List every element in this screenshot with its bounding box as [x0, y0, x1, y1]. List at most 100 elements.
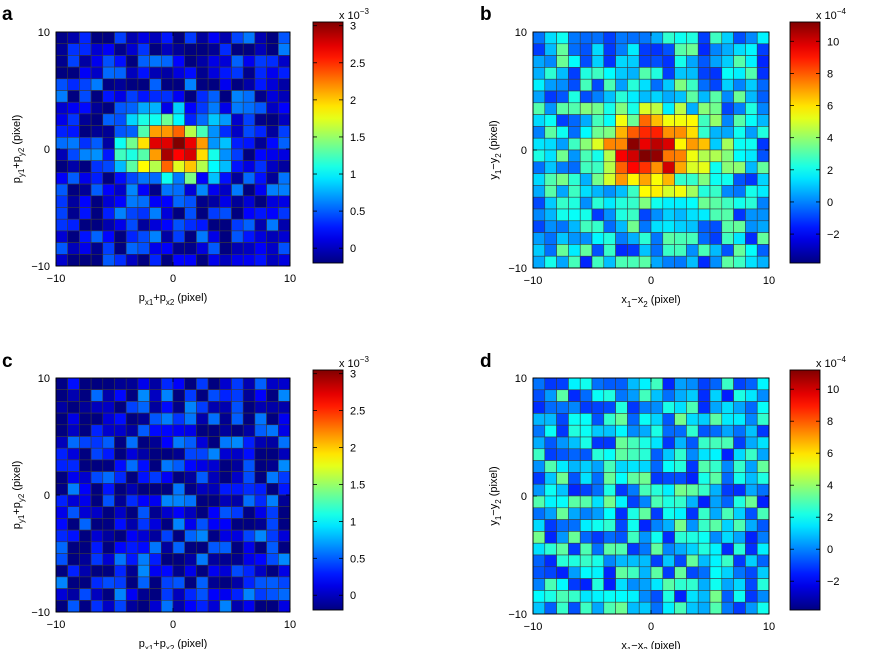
heatmap-cell	[674, 413, 687, 426]
heatmap-cell	[650, 401, 664, 414]
heatmap-cell	[733, 90, 746, 104]
heatmap-cell	[568, 161, 581, 174]
heatmap-cell	[721, 220, 734, 233]
heatmap-cell	[615, 554, 628, 568]
heatmap-cell	[55, 218, 68, 232]
heatmap-cell	[242, 588, 256, 601]
heatmap-cell	[90, 78, 104, 91]
heatmap-cell	[102, 172, 115, 185]
heatmap-cell	[102, 254, 115, 267]
heatmap-cell	[721, 401, 734, 414]
heatmap-cell	[137, 172, 150, 185]
heatmap-cell	[745, 590, 758, 603]
heatmap-cell	[745, 43, 758, 56]
heatmap-cell	[756, 389, 770, 402]
heatmap-cell	[172, 377, 185, 390]
heatmap-cell	[161, 494, 174, 507]
heatmap-cell	[219, 125, 232, 138]
heatmap-cell	[627, 519, 640, 532]
heatmap-cell	[615, 67, 628, 80]
heatmap-cell	[137, 412, 150, 426]
heatmap-cell	[662, 554, 675, 568]
heatmap-cell	[196, 137, 209, 150]
heatmap-cell	[591, 377, 605, 391]
y-axis-label-part: y	[488, 174, 500, 180]
heatmap-cell	[242, 494, 256, 507]
heatmap-cell	[627, 149, 640, 163]
heatmap-cell	[662, 472, 675, 485]
heatmap-cell	[638, 208, 652, 222]
heatmap-cell	[756, 173, 770, 186]
heatmap-cell	[556, 43, 569, 56]
heatmap-cell	[219, 183, 232, 197]
y-tick-label: 0	[44, 490, 50, 502]
heatmap-cell	[709, 401, 723, 414]
heatmap-cell	[196, 230, 209, 243]
heatmap-cell	[603, 78, 616, 92]
heatmap-cell	[219, 447, 232, 461]
heatmap-cell	[579, 377, 593, 391]
heatmap-cell	[686, 161, 699, 174]
heatmap-cell	[745, 173, 758, 186]
colorbar-tick-label: 10	[827, 384, 839, 396]
heatmap-cell	[219, 471, 232, 484]
heatmap-cell	[532, 43, 546, 56]
heatmap-cell	[591, 483, 605, 497]
heatmap-cell	[242, 148, 256, 161]
heatmap-cell	[627, 507, 640, 520]
heatmap-cell	[745, 483, 758, 497]
heatmap-cell	[568, 601, 581, 615]
heatmap-cell	[556, 424, 569, 438]
heatmap-cell	[125, 242, 139, 255]
heatmap-cell	[638, 389, 652, 402]
heatmap-cell	[266, 529, 279, 543]
heatmap-cell	[544, 377, 557, 391]
heatmap-cell	[207, 66, 221, 80]
heatmap-cells	[55, 31, 291, 267]
heatmap-cell	[231, 101, 244, 115]
heatmap-cell	[125, 78, 139, 91]
heatmap-cell	[254, 195, 267, 208]
heatmap-cell	[697, 413, 711, 426]
heatmap-cell	[532, 472, 546, 485]
heatmap-cell	[674, 578, 687, 591]
heatmap-cell	[102, 576, 115, 589]
heatmap-cell	[638, 137, 652, 151]
heatmap-cell	[196, 576, 209, 589]
heatmap-cell	[184, 230, 197, 243]
heatmap-cell	[615, 220, 628, 233]
heatmap-cell	[207, 78, 221, 91]
heatmap-cell	[79, 494, 92, 507]
x-axis-label-part: (pixel)	[648, 640, 681, 649]
heatmap-cell	[207, 242, 221, 255]
heatmap-cell	[662, 173, 675, 186]
heatmap-cell	[149, 459, 162, 472]
heatmap-cell	[207, 195, 221, 208]
heatmap-cell	[79, 471, 92, 484]
x-tick-label: 0	[648, 275, 654, 287]
heatmap-cell	[674, 495, 687, 509]
heatmap-cell	[627, 472, 640, 485]
heatmap-cell	[79, 564, 92, 578]
heatmap-cell	[67, 55, 80, 68]
heatmap-cell	[544, 114, 557, 127]
heatmap-cell	[79, 377, 92, 390]
heatmap-cell	[90, 541, 104, 554]
heatmap-cell	[721, 436, 734, 450]
heatmap-cell	[79, 207, 92, 220]
heatmap-cell	[615, 531, 628, 544]
heatmap-cell	[161, 412, 174, 426]
heatmap-cell	[149, 43, 162, 56]
heatmap-cell	[184, 389, 197, 402]
heatmap-cell	[686, 137, 699, 151]
heatmap-cell	[184, 588, 197, 601]
heatmap-cell	[686, 531, 699, 544]
heatmap-cell	[579, 196, 593, 210]
heatmap-cell	[231, 576, 244, 589]
heatmap-cell	[184, 137, 197, 150]
colorbar	[312, 21, 344, 264]
heatmap-cell	[184, 160, 197, 173]
heatmap-cell	[125, 230, 139, 243]
heatmap-cell	[90, 483, 104, 496]
heatmap-cell	[137, 254, 150, 267]
